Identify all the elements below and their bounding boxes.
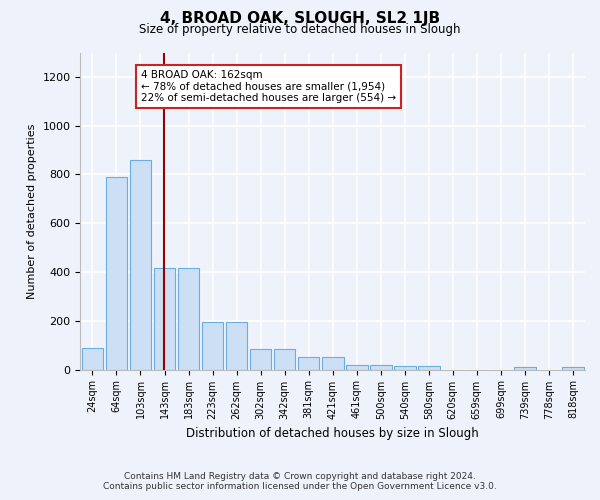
Bar bbox=[274, 349, 295, 370]
Bar bbox=[154, 268, 175, 370]
Bar bbox=[418, 366, 440, 370]
Bar bbox=[298, 358, 319, 370]
Bar bbox=[202, 322, 223, 370]
Bar bbox=[562, 366, 584, 370]
Bar bbox=[346, 365, 368, 370]
Bar bbox=[130, 160, 151, 370]
Bar bbox=[106, 177, 127, 370]
Bar bbox=[370, 365, 392, 370]
Bar bbox=[514, 366, 536, 370]
Text: Contains HM Land Registry data © Crown copyright and database right 2024.
Contai: Contains HM Land Registry data © Crown c… bbox=[103, 472, 497, 491]
Bar bbox=[394, 366, 416, 370]
Text: 4, BROAD OAK, SLOUGH, SL2 1JB: 4, BROAD OAK, SLOUGH, SL2 1JB bbox=[160, 11, 440, 26]
Text: 4 BROAD OAK: 162sqm
← 78% of detached houses are smaller (1,954)
22% of semi-det: 4 BROAD OAK: 162sqm ← 78% of detached ho… bbox=[141, 70, 396, 103]
X-axis label: Distribution of detached houses by size in Slough: Distribution of detached houses by size … bbox=[187, 427, 479, 440]
Bar bbox=[250, 349, 271, 370]
Bar bbox=[178, 268, 199, 370]
Bar bbox=[322, 358, 344, 370]
Bar bbox=[82, 348, 103, 370]
Y-axis label: Number of detached properties: Number of detached properties bbox=[27, 124, 37, 298]
Bar bbox=[226, 322, 247, 370]
Text: Size of property relative to detached houses in Slough: Size of property relative to detached ho… bbox=[139, 22, 461, 36]
